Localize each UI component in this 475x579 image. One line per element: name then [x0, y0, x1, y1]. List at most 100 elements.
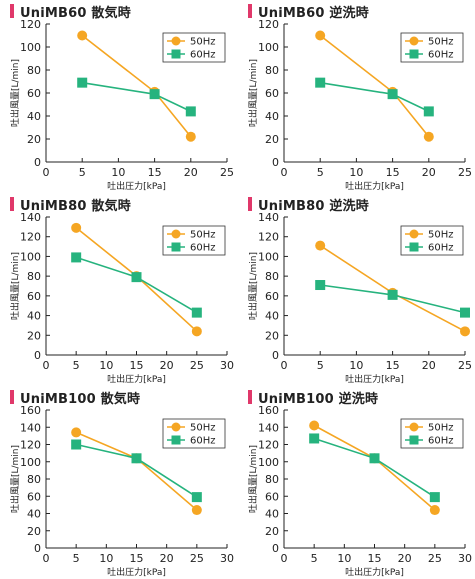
x-tick-label: 20 [422, 166, 436, 179]
legend-label: 60Hz [428, 243, 454, 254]
y-tick-label: 120 [258, 18, 279, 31]
y-tick-label: 20 [265, 525, 279, 538]
x-tick-label: 30 [458, 552, 472, 565]
x-tick-label: 10 [99, 552, 113, 565]
legend-marker [409, 242, 419, 252]
legend-label: 60Hz [190, 243, 216, 254]
line-chart: 0 20 40 60 80 100 120 140 0 5 10 15 20 25 吐出圧力[kPa] 吐出風… [247, 211, 472, 385]
chart-title-block: UniMB80 逆洗時 [248, 195, 369, 214]
y-axis-label: 吐出風量[L/min] [9, 59, 21, 127]
data-point-50hz [429, 505, 440, 516]
x-tick-label: 5 [79, 166, 86, 179]
x-tick-label: 20 [160, 552, 174, 565]
y-tick-label: 40 [265, 110, 279, 123]
x-tick-label: 25 [458, 359, 472, 372]
chart-title-block: UniMB60 逆洗時 [248, 2, 369, 21]
x-tick-label: 0 [281, 166, 288, 179]
y-tick-label: 100 [258, 456, 279, 469]
y-tick-label: 160 [258, 404, 279, 417]
y-tick-label: 80 [27, 473, 41, 486]
data-point-60hz [71, 439, 82, 450]
series-line-60hz [75, 256, 198, 314]
data-point-50hz [460, 326, 470, 337]
y-tick-label: 120 [20, 18, 41, 31]
data-point-60hz [315, 77, 326, 88]
data-point-50hz [77, 30, 88, 41]
x-tick-label: 5 [73, 552, 80, 565]
data-point-60hz [429, 492, 440, 503]
x-tick-label: 25 [190, 359, 204, 372]
chart-title-block: UniMB100 散気時 [10, 388, 141, 407]
legend-marker [171, 435, 181, 445]
chart-panel-unimb80-aeration: UniMB80 散気時 0 20 40 60 80 100 120 140 0 5 10 15 20 25… [0, 193, 237, 386]
data-point-60hz [315, 280, 326, 291]
chart-title: UniMB100 散気時 [20, 391, 141, 407]
title-accent-bar [10, 4, 14, 18]
legend-label: 60Hz [190, 436, 216, 447]
legend-marker [171, 422, 181, 432]
y-axis-label: 吐出風量[L/min] [247, 445, 259, 513]
x-tick-label: 15 [148, 166, 162, 179]
y-tick-label: 60 [265, 290, 279, 303]
y-axis-label: 吐出風量[L/min] [247, 252, 259, 320]
legend-marker [409, 229, 419, 239]
chart-panel-unimb60-backwash: UniMB60 逆洗時 0 20 40 60 80 100 120 0 5 10 15 20 25 吐出圧… [238, 0, 475, 193]
x-tick-label: 10 [99, 359, 113, 372]
y-tick-label: 0 [34, 542, 41, 555]
y-tick-label: 60 [265, 87, 279, 100]
y-tick-label: 80 [265, 473, 279, 486]
legend-marker [171, 242, 181, 252]
data-point-50hz [315, 30, 326, 41]
y-tick-label: 100 [20, 250, 41, 263]
x-tick-label: 20 [184, 166, 198, 179]
x-tick-label: 30 [220, 552, 234, 565]
x-axis-label: 吐出圧力[kPa] [345, 180, 404, 192]
y-tick-label: 120 [258, 439, 279, 452]
legend-marker [171, 36, 181, 46]
data-point-60hz [387, 89, 398, 100]
line-chart: 0 20 40 60 80 100 120 140 160 0 5 10 15 20 25 30 吐出圧力[kP… [9, 404, 234, 578]
y-axis-label: 吐出風量[L/min] [247, 59, 259, 127]
x-tick-label: 10 [349, 166, 363, 179]
chart-title: UniMB60 散気時 [20, 5, 131, 21]
data-point-60hz [423, 106, 434, 117]
y-tick-label: 0 [34, 349, 41, 362]
x-tick-label: 20 [398, 552, 412, 565]
legend-label: 50Hz [190, 423, 216, 434]
y-tick-label: 120 [20, 231, 41, 244]
line-chart: 0 20 40 60 80 100 120 140 0 5 10 15 20 25 30 吐出圧力[kPa] 吐… [9, 211, 234, 385]
data-point-50hz [71, 222, 82, 233]
y-tick-label: 60 [265, 490, 279, 503]
chart-title-block: UniMB100 逆洗時 [248, 388, 378, 407]
y-tick-label: 40 [265, 310, 279, 323]
title-accent-bar [248, 4, 252, 18]
chart-title: UniMB80 散気時 [20, 198, 131, 214]
y-tick-label: 40 [27, 110, 41, 123]
y-tick-label: 80 [27, 64, 41, 77]
line-chart: 0 20 40 60 80 100 120 0 5 10 15 20 25 吐出圧力[kPa] 吐出風量[L… [247, 18, 472, 192]
x-tick-label: 25 [220, 166, 234, 179]
data-point-60hz [71, 252, 82, 263]
y-tick-label: 60 [27, 490, 41, 503]
y-tick-label: 80 [27, 270, 41, 283]
chart-panel-unimb80-backwash: UniMB80 逆洗時 0 20 40 60 80 100 120 140 0 5 10 15 20 25… [238, 193, 475, 386]
x-tick-label: 10 [111, 166, 125, 179]
data-point-60hz [309, 433, 320, 444]
legend-label: 50Hz [428, 37, 454, 48]
legend-label: 50Hz [190, 37, 216, 48]
legend-marker [409, 36, 419, 46]
y-tick-label: 0 [34, 156, 41, 169]
y-tick-label: 60 [27, 290, 41, 303]
y-tick-label: 120 [258, 231, 279, 244]
data-point-60hz [191, 492, 202, 503]
data-point-60hz [387, 289, 398, 300]
y-tick-label: 60 [27, 87, 41, 100]
legend-marker [409, 422, 419, 432]
data-point-60hz [369, 453, 380, 464]
legend-label: 60Hz [190, 50, 216, 61]
line-chart: 0 20 40 60 80 100 120 140 160 0 5 10 15 20 25 30 吐出圧力[kP… [247, 404, 472, 578]
series-line-60hz [82, 81, 192, 113]
x-tick-label: 20 [160, 359, 174, 372]
legend-label: 50Hz [190, 230, 216, 241]
x-tick-label: 25 [190, 552, 204, 565]
